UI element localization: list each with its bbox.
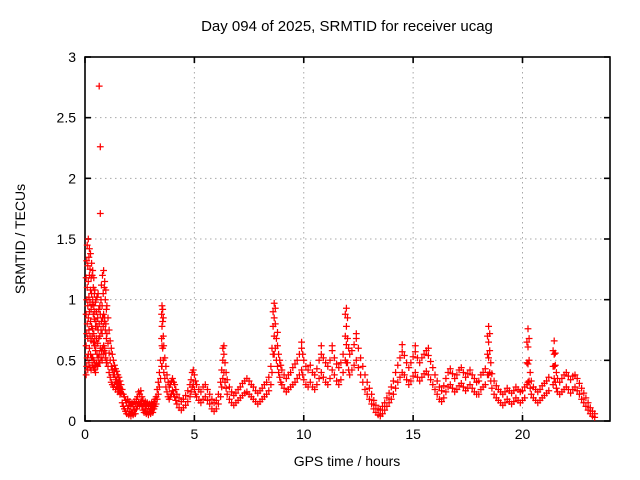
x-tick-label: 5 bbox=[190, 426, 198, 442]
x-tick-label: 10 bbox=[296, 426, 312, 442]
chart-title: Day 094 of 2025, SRMTID for receiver uca… bbox=[201, 18, 493, 35]
y-tick-label: 2.5 bbox=[57, 110, 77, 126]
y-tick-label: 1.5 bbox=[57, 231, 77, 247]
y-tick-label: 0 bbox=[68, 413, 76, 429]
y-tick-label: 2 bbox=[68, 170, 76, 186]
scatter-points bbox=[82, 82, 599, 421]
y-axis-label: SRMTID / TECUs bbox=[12, 184, 28, 294]
x-tick-label: 15 bbox=[405, 426, 421, 442]
y-tick-label: 1 bbox=[68, 292, 76, 308]
x-tick-label: 0 bbox=[81, 426, 89, 442]
y-tick-label: 3 bbox=[68, 49, 76, 65]
x-axis-label: GPS time / hours bbox=[294, 453, 401, 469]
y-tick-label: 0.5 bbox=[57, 352, 77, 368]
x-tick-label: 20 bbox=[515, 426, 531, 442]
